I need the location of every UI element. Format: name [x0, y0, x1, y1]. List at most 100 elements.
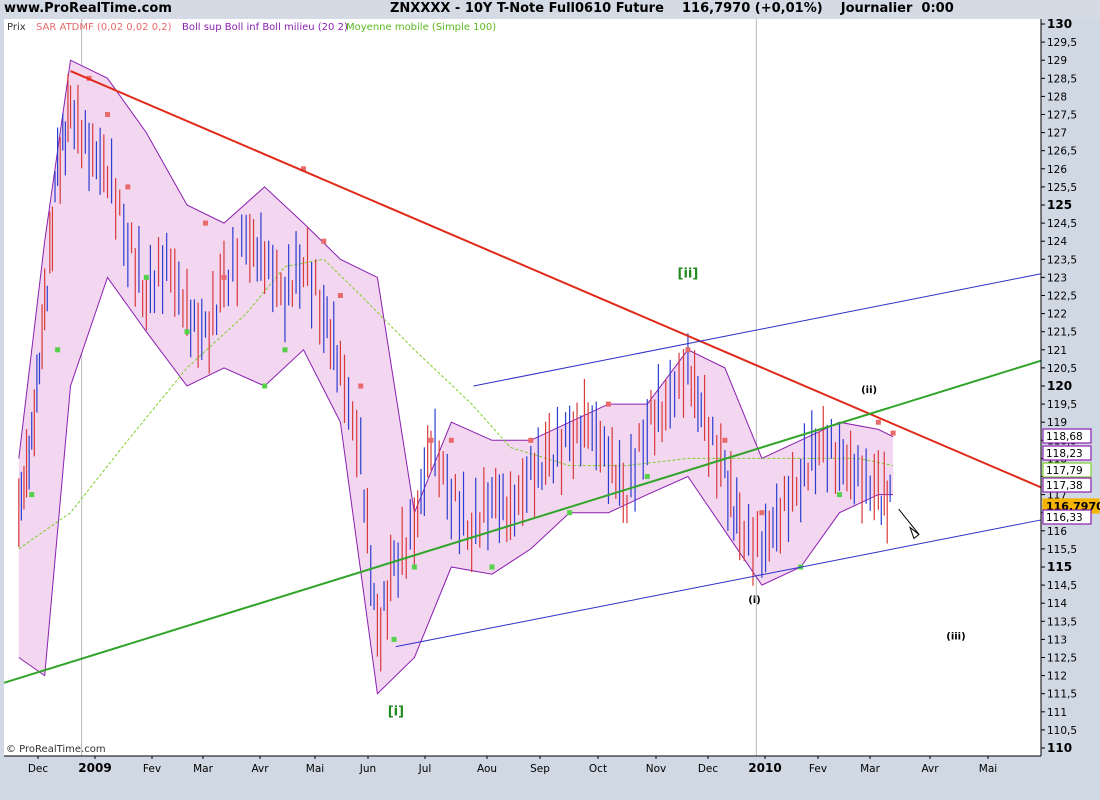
wave-label: (ii) — [861, 385, 877, 396]
x-tick-label: 2010 — [748, 761, 781, 775]
sar-points — [29, 75, 896, 642]
y-tick-label: 126 — [1047, 164, 1067, 176]
sar-point — [29, 492, 35, 498]
x-tick-label: Nov — [646, 763, 667, 775]
y-tick-label: 113,5 — [1047, 616, 1077, 628]
sar-point — [875, 419, 881, 425]
support-trendline — [3, 359, 1042, 684]
wave-annotations: [ii] [i] (i) (ii) (iii) — [388, 266, 966, 719]
y-tick-label: 129 — [1047, 55, 1067, 67]
moving-average-line — [18, 258, 894, 550]
sar-point — [837, 492, 843, 498]
y-tick-label: 129,5 — [1047, 37, 1077, 49]
moving-average — [18, 258, 894, 550]
chart-title: ZNXXXX - 10Y T-Note Full0610 Future 116,… — [390, 1, 954, 16]
price-tag-label: 117,79 — [1046, 465, 1083, 477]
sar-point — [685, 347, 691, 353]
y-tick-label: 112,5 — [1047, 653, 1077, 665]
sar-point — [528, 437, 534, 443]
sar-point — [282, 347, 288, 353]
y-tick-label: 120 — [1047, 379, 1072, 393]
legend-bollinger: Boll sup Boll inf Boll milieu (20 2) — [182, 22, 348, 33]
legend-moving-average: Moyenne mobile (Simple 100) — [346, 22, 496, 33]
sar-point — [143, 274, 149, 280]
x-tick-label: Mar — [860, 763, 880, 775]
x-tick-label: Fev — [143, 763, 161, 775]
title-bar: www.ProRealTime.com ZNXXXX - 10Y T-Note … — [0, 0, 1100, 19]
y-tick-label: 124 — [1047, 236, 1067, 248]
x-tick-label: Mai — [306, 763, 324, 775]
price-tag-label: 116,33 — [1046, 512, 1083, 524]
y-tick-label: 114 — [1047, 598, 1067, 610]
y-tick-label: 122 — [1047, 309, 1067, 321]
price-tag-box — [1042, 509, 1092, 525]
y-tick-label: 123 — [1047, 272, 1067, 284]
y-tick-label: 112 — [1047, 671, 1067, 683]
copyright: © ProRealTime.com — [6, 744, 106, 755]
last-price: 116,7970 (+0,01%) — [682, 1, 823, 16]
wave-label: [ii] — [678, 266, 699, 281]
y-tick-label: 127,5 — [1047, 110, 1077, 122]
y-tick-label: 127 — [1047, 128, 1067, 140]
sar-point — [428, 437, 434, 443]
sar-point — [221, 274, 227, 280]
x-tick-label: Jun — [359, 763, 376, 775]
wave-label: (iii) — [946, 631, 965, 642]
y-tick-label: 111,5 — [1047, 689, 1077, 701]
trendlines — [3, 70, 1042, 684]
price-tag-label: 118,23 — [1046, 448, 1083, 460]
y-tick-label: 125,5 — [1047, 182, 1077, 194]
channel-upper-trendline — [473, 273, 1042, 387]
sar-point — [489, 564, 495, 570]
sar-point — [337, 293, 343, 298]
x-tick-label: Sep — [530, 763, 550, 775]
x-axis: Dec 2009 Fev Mar Avr Mai Jun Jul Aou Sep Oct Nov Dec… — [4, 755, 1041, 775]
y-tick-label: 122,5 — [1047, 291, 1077, 303]
x-tick-label: Aou — [477, 763, 497, 775]
price-tag-box — [1042, 477, 1092, 493]
price-bars — [18, 73, 891, 672]
sar-point — [448, 437, 454, 443]
resistance-trendline — [70, 70, 1042, 489]
y-tick-label: 126,5 — [1047, 146, 1077, 158]
sar-point — [411, 564, 417, 570]
sar-point — [358, 383, 364, 389]
price-tag-box — [1042, 462, 1092, 478]
bollinger-fill — [18, 60, 894, 694]
y-tick-label: 120,5 — [1047, 363, 1077, 375]
price-tag-box — [1042, 445, 1092, 461]
sar-point — [300, 166, 306, 172]
y-tick-label: 124,5 — [1047, 218, 1077, 230]
sar-point — [55, 347, 61, 353]
y-tick-label: 110 — [1047, 741, 1072, 755]
y-tick-label: 121 — [1047, 345, 1067, 357]
x-tick-label: Jul — [418, 763, 432, 775]
sar-point — [184, 329, 190, 335]
y-tick-label: 121,5 — [1047, 327, 1077, 339]
y-tick-label: 115,5 — [1047, 544, 1077, 556]
y-tick-label: 116 — [1047, 526, 1067, 538]
plot-area — [4, 19, 1041, 756]
legend-prix: Prix — [7, 22, 26, 33]
x-tick-label: Mar — [193, 763, 213, 775]
projection-arrow-line — [898, 508, 920, 535]
y-tick-label: 119,5 — [1047, 399, 1077, 411]
legend-sar: SAR ATDMF (0,02 0,02 0,2) — [36, 22, 172, 33]
y-tick-label: 115 — [1047, 560, 1072, 574]
y-axis: 110 110,5 111 111,5 112 112,5 113 113,5 114 114,5… — [1040, 17, 1077, 756]
sar-point — [391, 636, 397, 642]
sar-point — [759, 510, 765, 516]
site-name[interactable]: www.ProRealTime.com — [4, 1, 172, 16]
x-tick-label: Avr — [921, 763, 939, 775]
y-tick-label: 111 — [1047, 707, 1067, 719]
bollinger-bands — [18, 59, 894, 695]
instrument-name: ZNXXXX - 10Y T-Note Full0610 Future — [390, 1, 664, 16]
y-tick-label: 128 — [1047, 91, 1067, 103]
y-tick-label: 113 — [1047, 634, 1067, 646]
sar-point — [567, 510, 573, 516]
price-tag-label: 118,68 — [1046, 431, 1083, 443]
y-tick-label: 114,5 — [1047, 580, 1077, 592]
bollinger-lower-line — [18, 276, 894, 695]
